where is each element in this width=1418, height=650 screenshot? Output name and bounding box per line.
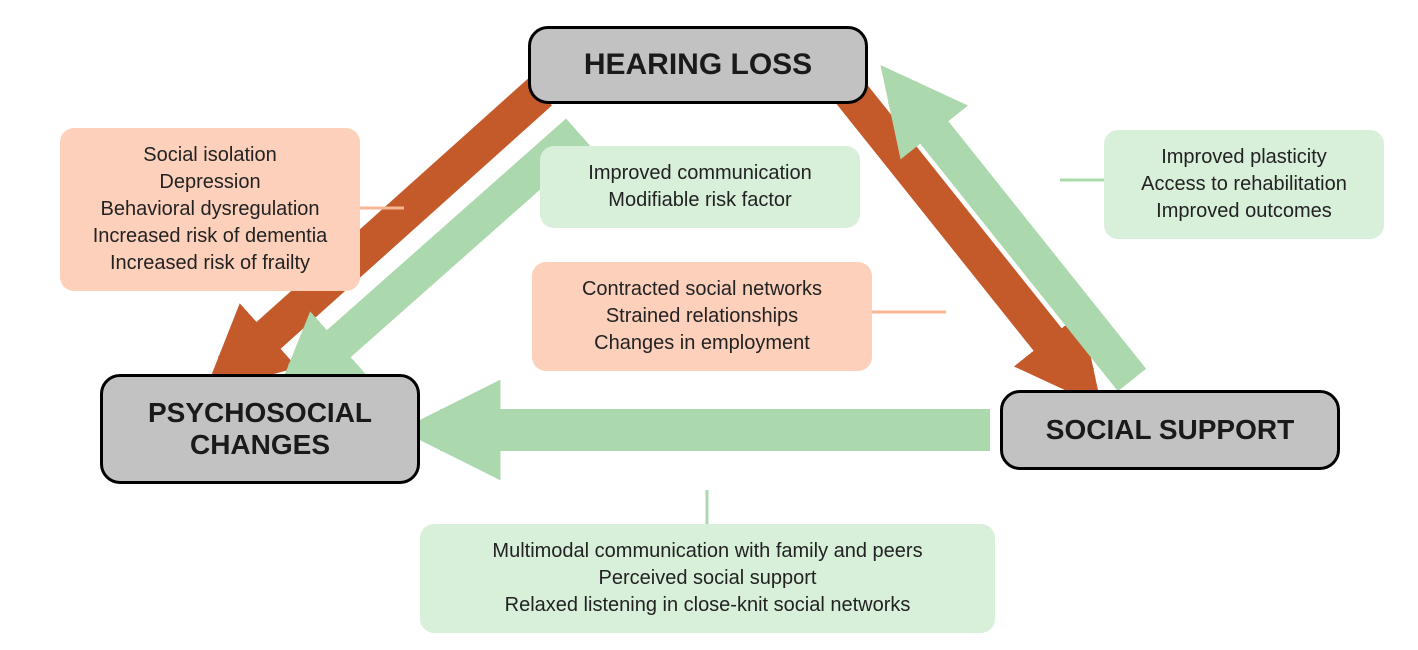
info-line: Improved plasticity: [1161, 144, 1327, 171]
info-center-orange: Contracted social networks Strained rela…: [532, 262, 872, 371]
arrow-social-to-hl-green: [902, 92, 1132, 380]
info-line: Perceived social support: [599, 565, 817, 592]
node-hearing-loss: HEARING LOSS: [528, 26, 868, 104]
info-line: Strained relationships: [606, 303, 798, 330]
info-line: Changes in employment: [594, 330, 810, 357]
node-psychosocial-changes: PSYCHOSOCIAL CHANGES: [100, 374, 420, 484]
info-line: Increased risk of dementia: [93, 223, 328, 250]
node-label: SOCIAL SUPPORT: [1046, 414, 1294, 446]
info-line: Improved outcomes: [1156, 198, 1332, 225]
info-line: Contracted social networks: [582, 276, 822, 303]
info-left-negative-effects: Social isolation Depression Behavioral d…: [60, 128, 360, 291]
node-label-line1: PSYCHOSOCIAL: [148, 397, 372, 429]
info-line: Relaxed listening in close-knit social n…: [505, 592, 911, 619]
info-line: Multimodal communication with family and…: [492, 538, 922, 565]
node-social-support: SOCIAL SUPPORT: [1000, 390, 1340, 470]
node-label-line2: CHANGES: [190, 429, 330, 461]
info-line: Increased risk of frailty: [110, 250, 310, 277]
info-center-green: Improved communication Modifiable risk f…: [540, 146, 860, 228]
info-line: Modifiable risk factor: [608, 187, 791, 214]
info-line: Social isolation: [143, 142, 276, 169]
node-label: HEARING LOSS: [584, 48, 812, 82]
info-line: Depression: [159, 169, 260, 196]
info-line: Behavioral dysregulation: [100, 196, 319, 223]
info-line: Improved communication: [588, 160, 811, 187]
arrow-hl-to-social-orange: [850, 92, 1080, 380]
info-right-green: Improved plasticity Access to rehabilita…: [1104, 130, 1384, 239]
info-line: Access to rehabilitation: [1141, 171, 1347, 198]
info-bottom-green: Multimodal communication with family and…: [420, 524, 995, 633]
